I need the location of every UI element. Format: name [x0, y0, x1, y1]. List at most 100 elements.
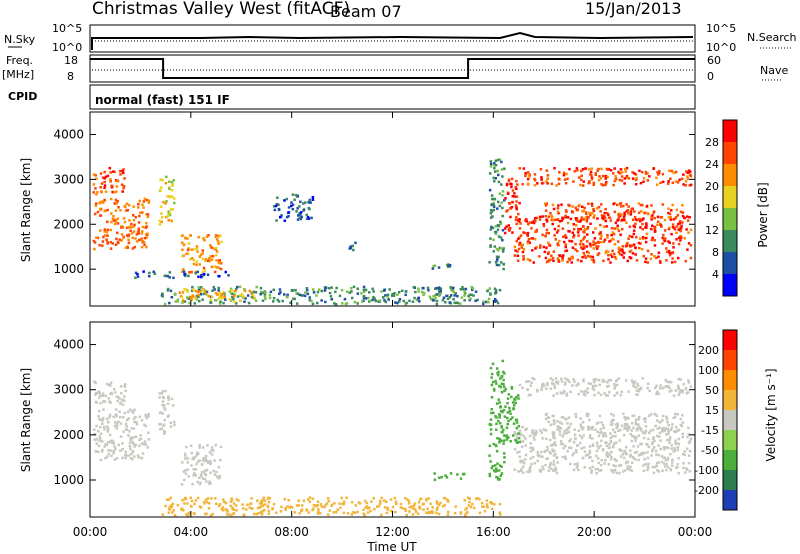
velocity-cell: [222, 509, 225, 512]
power-cell: [185, 296, 189, 299]
power-cell: [613, 227, 616, 230]
power-cell: [101, 200, 104, 203]
velocity-cell: [600, 459, 603, 462]
power-cell: [582, 180, 585, 183]
power-cell: [392, 294, 396, 297]
power-cell: [599, 177, 603, 180]
velocity-cell: [639, 428, 643, 432]
velocity-cell: [499, 513, 502, 516]
power-cell: [508, 229, 511, 232]
power-cell: [449, 286, 452, 289]
power-cell: [192, 288, 195, 291]
power-cell: [562, 235, 565, 239]
power-cell: [591, 243, 595, 247]
velocity-cell: [102, 400, 105, 403]
power-cell: [471, 288, 474, 292]
power-cell: [509, 182, 512, 185]
power-cell: [583, 254, 586, 257]
velocity-cell: [552, 419, 556, 422]
power-cell: [502, 267, 505, 271]
velocity-cell: [162, 424, 165, 428]
power-cell: [110, 197, 113, 201]
velocity-cell: [162, 406, 166, 410]
date-label: 15/Jan/2013: [585, 0, 682, 18]
power-cell: [613, 167, 616, 170]
power-cell: [533, 238, 537, 241]
velocity-cell: [666, 458, 670, 461]
velocity-cell: [98, 437, 102, 440]
velocity-cell: [548, 451, 552, 454]
velocity-cell: [498, 384, 501, 388]
velocity-cell: [205, 459, 209, 463]
power-cell: [625, 166, 629, 170]
power-cell: [135, 240, 139, 243]
velocity-cell: [158, 422, 161, 426]
station-title: Christmas Valley West (fitACF): [92, 0, 350, 19]
power-cell: [493, 298, 497, 301]
power-cell: [181, 254, 184, 258]
velocity-colorbar-label: Velocity [m s⁻¹]: [764, 368, 778, 461]
velocity-cell: [550, 467, 553, 471]
velocity-cell: [119, 385, 123, 388]
power-cell: [246, 294, 250, 297]
velocity-cell: [614, 464, 617, 468]
power-cell: [518, 218, 521, 221]
power-cell: [588, 181, 591, 184]
velocity-cell: [665, 415, 668, 418]
velocity-cell: [129, 453, 133, 456]
power-cell: [166, 195, 169, 198]
velocity-cell: [209, 459, 212, 463]
velocity-cell: [617, 464, 621, 467]
power-cell: [587, 168, 591, 171]
power-cell: [200, 275, 203, 279]
velocity-cell: [250, 507, 254, 510]
power-cell: [656, 171, 659, 174]
velocity-cbar-tick-label: -100: [694, 464, 719, 477]
velocity-cell: [541, 437, 544, 440]
velocity-cell: [512, 422, 516, 425]
power-cell: [497, 249, 500, 252]
power-cell: [621, 250, 624, 253]
velocity-cell: [128, 441, 132, 445]
velocity-cell: [189, 444, 193, 447]
power-cell: [536, 182, 539, 185]
velocity-cbar-swatch: [723, 350, 737, 370]
power-cell: [131, 247, 135, 250]
velocity-cell: [679, 423, 683, 427]
velocity-cell: [633, 435, 636, 438]
power-cell: [499, 220, 502, 224]
power-cbar-swatch: [723, 252, 737, 274]
power-cell: [516, 254, 520, 257]
power-cell: [460, 296, 464, 299]
power-cell: [590, 167, 593, 170]
power-cell: [572, 223, 575, 226]
velocity-cell: [668, 380, 671, 384]
power-cell: [233, 300, 236, 304]
velocity-cell: [144, 415, 148, 418]
velocity-cell: [107, 449, 110, 452]
power-cell: [417, 290, 420, 293]
power-cell: [564, 209, 568, 212]
power-cell: [168, 213, 172, 217]
velocity-cell: [544, 429, 548, 432]
power-cell: [302, 208, 306, 211]
power-cell: [589, 213, 592, 217]
velocity-cell: [644, 429, 648, 433]
velocity-cell: [637, 434, 641, 437]
power-cell: [680, 177, 684, 181]
power-cell: [556, 218, 559, 221]
velocity-cell: [553, 386, 556, 390]
power-cell: [431, 267, 435, 270]
power-cell: [192, 262, 196, 266]
x-tick-label: 16:00: [476, 525, 511, 539]
power-cell: [137, 229, 140, 232]
power-cell: [599, 223, 602, 227]
velocity-cell: [626, 427, 630, 431]
power-cell: [498, 158, 502, 161]
power-cell: [233, 294, 236, 298]
velocity-cell: [497, 370, 500, 374]
power-cell: [612, 232, 616, 236]
power-cell: [166, 274, 170, 278]
power-cell: [207, 257, 211, 260]
power-cell: [277, 208, 281, 212]
